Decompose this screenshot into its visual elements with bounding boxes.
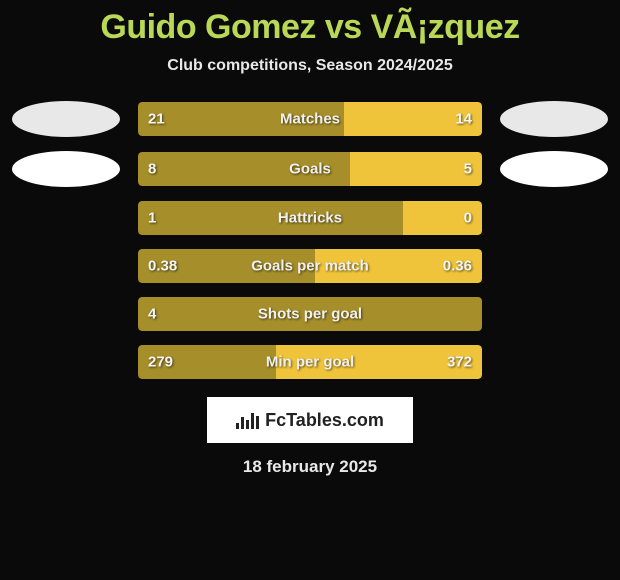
stat-value-left: 0.38 bbox=[148, 258, 177, 275]
comparison-title: Guido Gomez vs VÃ¡zquez bbox=[0, 0, 620, 47]
stat-label: Shots per goal bbox=[258, 306, 362, 323]
stat-value-left: 4 bbox=[148, 306, 156, 323]
fctables-logo: FcTables.com bbox=[207, 397, 413, 443]
stat-bars-area: Matches 21 14 Goals 8 5 Hattricks 1 0 Goals per m… bbox=[0, 101, 620, 379]
comparison-subtitle: Club competitions, Season 2024/2025 bbox=[0, 57, 620, 75]
stat-row: Hattricks 1 0 bbox=[0, 201, 620, 235]
stat-row: Matches 21 14 bbox=[0, 101, 620, 137]
stat-row: Goals 8 5 bbox=[0, 151, 620, 187]
stat-label: Hattricks bbox=[278, 210, 342, 227]
stat-bar-right-fill bbox=[350, 152, 482, 186]
stat-bar: Goals 8 5 bbox=[138, 152, 482, 186]
player-right-marker bbox=[500, 101, 608, 137]
stat-row: Shots per goal 4 bbox=[0, 297, 620, 331]
stat-label: Matches bbox=[280, 111, 340, 128]
bar-chart-icon bbox=[236, 411, 259, 429]
stat-value-left: 279 bbox=[148, 354, 173, 371]
stat-bar: Min per goal 279 372 bbox=[138, 345, 482, 379]
stat-value-right: 372 bbox=[447, 354, 472, 371]
stat-value-left: 21 bbox=[148, 111, 165, 128]
stat-row: Min per goal 279 372 bbox=[0, 345, 620, 379]
stat-label: Goals bbox=[289, 161, 331, 178]
stat-bar: Matches 21 14 bbox=[138, 102, 482, 136]
stat-row: Goals per match 0.38 0.36 bbox=[0, 249, 620, 283]
stat-value-right: 5 bbox=[464, 161, 472, 178]
stat-value-right: 14 bbox=[455, 111, 472, 128]
stat-label: Min per goal bbox=[266, 354, 354, 371]
stat-value-left: 1 bbox=[148, 210, 156, 227]
stat-value-right: 0.36 bbox=[443, 258, 472, 275]
stat-bar: Hattricks 1 0 bbox=[138, 201, 482, 235]
stat-bar: Shots per goal 4 bbox=[138, 297, 482, 331]
logo-text: FcTables.com bbox=[265, 410, 384, 431]
player-left-marker bbox=[12, 151, 120, 187]
player-right-marker bbox=[500, 151, 608, 187]
stat-value-right: 0 bbox=[464, 210, 472, 227]
stat-label: Goals per match bbox=[251, 258, 369, 275]
stat-bar: Goals per match 0.38 0.36 bbox=[138, 249, 482, 283]
stat-value-left: 8 bbox=[148, 161, 156, 178]
player-left-marker bbox=[12, 101, 120, 137]
comparison-date: 18 february 2025 bbox=[0, 457, 620, 477]
stat-bar-left-fill bbox=[138, 201, 403, 235]
